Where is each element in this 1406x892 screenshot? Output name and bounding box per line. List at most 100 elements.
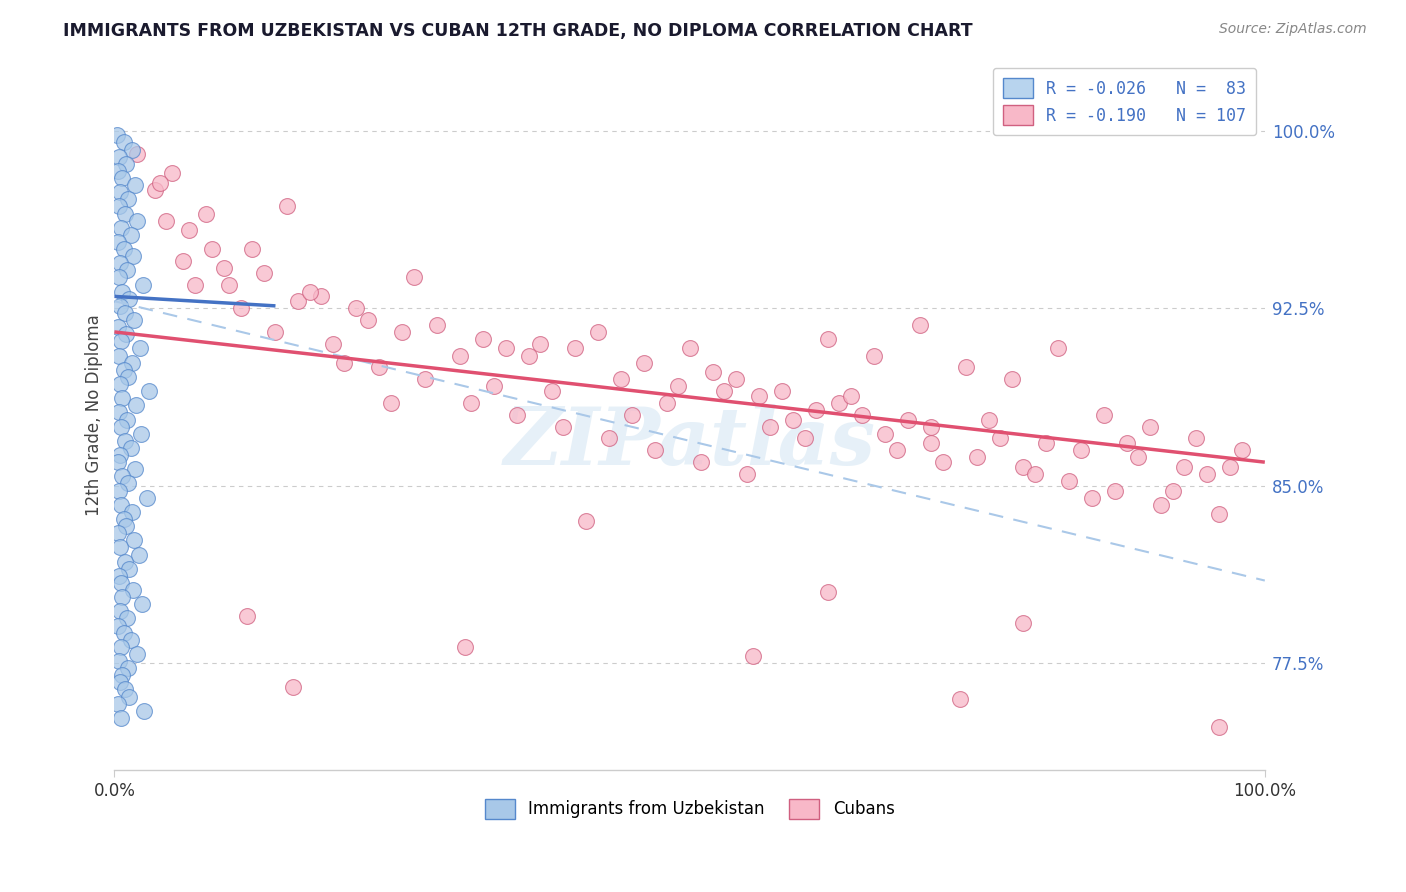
Point (115, 263, 138, 277)
Point (115, 519, 138, 533)
Point (988, 432, 1011, 446)
Point (107, 164, 129, 178)
Point (121, 582, 143, 597)
Point (108, 483, 131, 498)
Point (134, 704, 156, 718)
Point (828, 396, 851, 410)
Point (114, 206, 136, 220)
Point (121, 143, 143, 157)
Point (108, 150, 131, 164)
Point (298, 285, 321, 299)
Point (1109, 798, 1132, 813)
Point (120, 227, 142, 242)
Point (1219, 459, 1241, 474)
Point (118, 690, 141, 704)
Point (955, 360, 977, 375)
Point (517, 349, 540, 363)
Point (112, 363, 135, 377)
Point (678, 342, 700, 356)
Point (741, 649, 763, 664)
Point (115, 157, 138, 171)
Point (111, 590, 134, 604)
Point (1173, 459, 1195, 474)
Point (793, 432, 815, 446)
Point (633, 356, 655, 370)
Point (908, 318, 931, 332)
Y-axis label: 12th Grade, No Diploma: 12th Grade, No Diploma (86, 314, 103, 516)
Point (110, 640, 132, 654)
Point (108, 256, 131, 270)
Point (121, 505, 143, 519)
Point (110, 220, 132, 235)
Point (107, 526, 129, 541)
Point (114, 682, 136, 697)
Point (108, 405, 131, 419)
Point (391, 325, 413, 339)
Point (111, 668, 134, 682)
Point (129, 426, 152, 441)
Point (108, 675, 131, 690)
Point (143, 183, 166, 197)
Point (138, 384, 160, 398)
Point (124, 178, 146, 193)
Text: ZIPatlas: ZIPatlas (503, 404, 876, 482)
Point (817, 585, 839, 599)
Point (108, 349, 131, 363)
Point (1035, 436, 1057, 450)
Point (586, 325, 609, 339)
Point (110, 334, 132, 349)
Point (529, 336, 551, 351)
Point (107, 618, 129, 632)
Point (115, 611, 138, 625)
Point (114, 434, 136, 448)
Point (229, 301, 252, 316)
Point (128, 342, 150, 356)
Point (114, 306, 136, 320)
Point (564, 342, 586, 356)
Point (460, 396, 482, 410)
Point (118, 292, 141, 306)
Point (495, 342, 517, 356)
Point (108, 299, 131, 313)
Point (110, 711, 132, 725)
Point (862, 349, 884, 363)
Point (110, 576, 132, 591)
Point (644, 443, 666, 458)
Point (1208, 720, 1230, 734)
Point (253, 266, 276, 280)
Point (1161, 483, 1184, 498)
Point (920, 419, 942, 434)
Point (1104, 483, 1126, 498)
Point (132, 277, 155, 292)
Point (120, 441, 142, 455)
Point (804, 403, 827, 417)
Point (107, 455, 129, 469)
Point (713, 384, 735, 398)
Point (112, 625, 135, 640)
Point (122, 533, 145, 548)
Point (108, 270, 131, 285)
Point (1184, 432, 1206, 446)
Point (931, 455, 953, 469)
Point (108, 448, 131, 462)
Point (110, 419, 132, 434)
Text: IMMIGRANTS FROM UZBEKISTAN VS CUBAN 12TH GRADE, NO DIPLOMA CORRELATION CHART: IMMIGRANTS FROM UZBEKISTAN VS CUBAN 12TH… (63, 22, 973, 40)
Point (128, 548, 150, 562)
Point (1012, 616, 1035, 631)
Point (212, 260, 235, 275)
Point (770, 384, 793, 398)
Point (333, 356, 356, 370)
Point (105, 128, 128, 143)
Point (114, 555, 136, 569)
Point (621, 408, 644, 422)
Point (115, 412, 138, 426)
Point (107, 235, 129, 249)
Point (117, 661, 139, 675)
Point (1197, 467, 1219, 481)
Point (344, 301, 367, 316)
Point (117, 370, 139, 384)
Point (107, 320, 129, 334)
Point (322, 336, 344, 351)
Point (201, 242, 224, 256)
Point (655, 396, 678, 410)
